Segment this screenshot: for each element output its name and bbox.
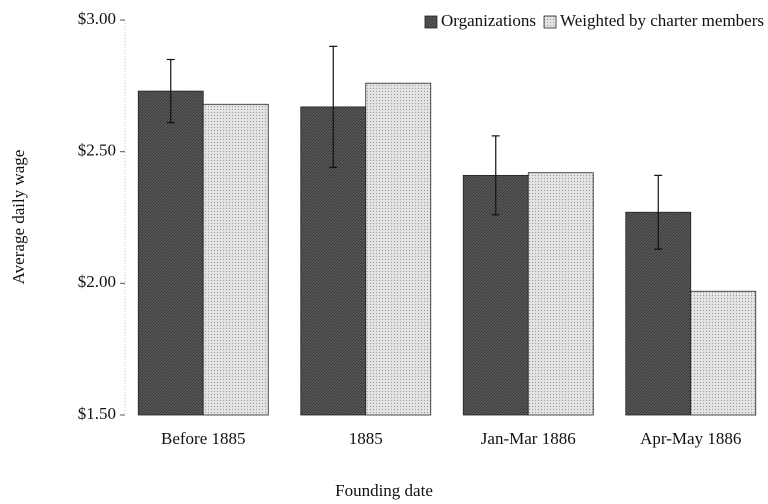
bar <box>527 172 594 416</box>
legend-label: Organizations <box>441 11 536 30</box>
x-tick-label: 1885 <box>349 429 383 448</box>
legend-swatch <box>543 15 557 29</box>
x-tick-label: Apr-May 1886 <box>640 429 741 448</box>
y-tick-label: $3.00 <box>78 9 116 28</box>
bar <box>365 82 432 416</box>
error-bar <box>166 58 175 124</box>
legend-swatch <box>424 15 438 29</box>
x-axis-label: Founding date <box>335 481 433 500</box>
bar <box>202 103 269 416</box>
x-tick-label: Jan-Mar 1886 <box>481 429 576 448</box>
bar <box>690 290 757 416</box>
y-tick-label: $2.50 <box>78 141 116 160</box>
y-axis-label: Average daily wage <box>9 150 28 285</box>
y-tick-label: $2.00 <box>78 272 116 291</box>
y-tick-label: $1.50 <box>78 404 116 423</box>
error-bar <box>654 174 663 250</box>
legend-label: Weighted by charter members <box>560 11 764 30</box>
bar <box>137 90 204 416</box>
error-bar <box>491 135 500 216</box>
error-bar <box>329 45 338 169</box>
x-tick-label: Before 1885 <box>161 429 246 448</box>
